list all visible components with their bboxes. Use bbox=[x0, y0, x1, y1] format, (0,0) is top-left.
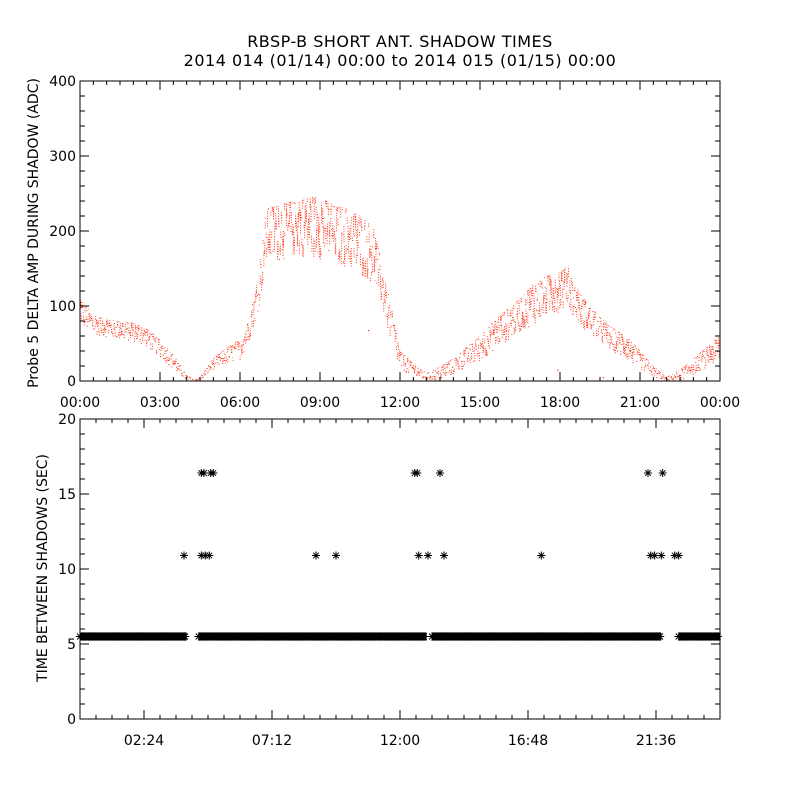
x-tick-label: 12:00 bbox=[380, 733, 420, 749]
gap-point bbox=[413, 469, 422, 477]
gap-point bbox=[674, 551, 683, 560]
top-plot-data bbox=[79, 197, 721, 381]
x-tick-label: 18:00 bbox=[540, 395, 580, 411]
y-tick-label: 5 bbox=[67, 637, 76, 653]
y-tick-label: 400 bbox=[49, 74, 76, 90]
chart-subtitle: 2014 014 (01/14) 00:00 to 2014 015 (01/1… bbox=[183, 51, 617, 70]
y-tick-label: 10 bbox=[58, 562, 76, 578]
x-tick-label: 00:00 bbox=[700, 395, 740, 411]
x-tick-label: 00:00 bbox=[60, 395, 100, 411]
plot-frame-top bbox=[79, 80, 721, 382]
gap-point bbox=[332, 551, 340, 560]
x-tick-label: 21:00 bbox=[620, 395, 660, 411]
y-tick-label: 200 bbox=[49, 224, 76, 240]
gap-point bbox=[424, 551, 432, 560]
plot-frame-bottom bbox=[79, 418, 721, 720]
bottom-y-axis-label: TIME BETWEEN SHADOWS (SEC) bbox=[35, 454, 51, 683]
gap-point bbox=[644, 469, 652, 477]
x-tick-label: 02:24 bbox=[124, 733, 164, 749]
baseline-point bbox=[655, 632, 665, 641]
gap-point bbox=[658, 469, 667, 477]
amp-outlier bbox=[440, 377, 442, 379]
x-tick-label: 07:12 bbox=[252, 733, 292, 749]
x-tick-label: 21:36 bbox=[636, 733, 676, 749]
gap-point bbox=[200, 469, 208, 477]
gap-point bbox=[537, 551, 546, 560]
gap-point bbox=[440, 551, 448, 560]
x-tick-label: 16:48 bbox=[508, 733, 548, 749]
x-tick-label: 06:00 bbox=[220, 395, 260, 411]
amp-outlier bbox=[602, 377, 604, 379]
x-tick-label: 15:00 bbox=[460, 395, 500, 411]
y-tick-label: 100 bbox=[49, 299, 76, 315]
baseline-point bbox=[713, 632, 722, 641]
x-tick-label: 09:00 bbox=[300, 395, 340, 411]
amp-outlier bbox=[557, 369, 559, 371]
y-tick-label: 0 bbox=[67, 712, 76, 728]
gap-point bbox=[414, 551, 423, 560]
amp-outlier bbox=[368, 330, 370, 332]
baseline-point bbox=[419, 632, 428, 641]
baseline-point bbox=[180, 632, 190, 641]
y-tick-label: 20 bbox=[58, 412, 76, 428]
x-tick-label: 03:00 bbox=[140, 395, 180, 411]
gap-point bbox=[436, 469, 444, 477]
gap-point bbox=[657, 551, 666, 560]
gap-point bbox=[209, 469, 218, 477]
top-y-axis-label: Probe 5 DELTA AMP DURING SHADOW (ADC) bbox=[26, 78, 42, 388]
gap-point bbox=[205, 551, 214, 560]
gap-point bbox=[180, 551, 188, 560]
bottom-plot-data bbox=[75, 469, 722, 641]
x-tick-label: 12:00 bbox=[380, 395, 420, 411]
y-tick-label: 0 bbox=[67, 374, 76, 390]
gap-point bbox=[312, 551, 320, 560]
y-tick-label: 15 bbox=[58, 487, 76, 503]
chart-title: RBSP-B SHORT ANT. SHADOW TIMES bbox=[247, 32, 553, 51]
y-tick-label: 300 bbox=[49, 149, 76, 165]
